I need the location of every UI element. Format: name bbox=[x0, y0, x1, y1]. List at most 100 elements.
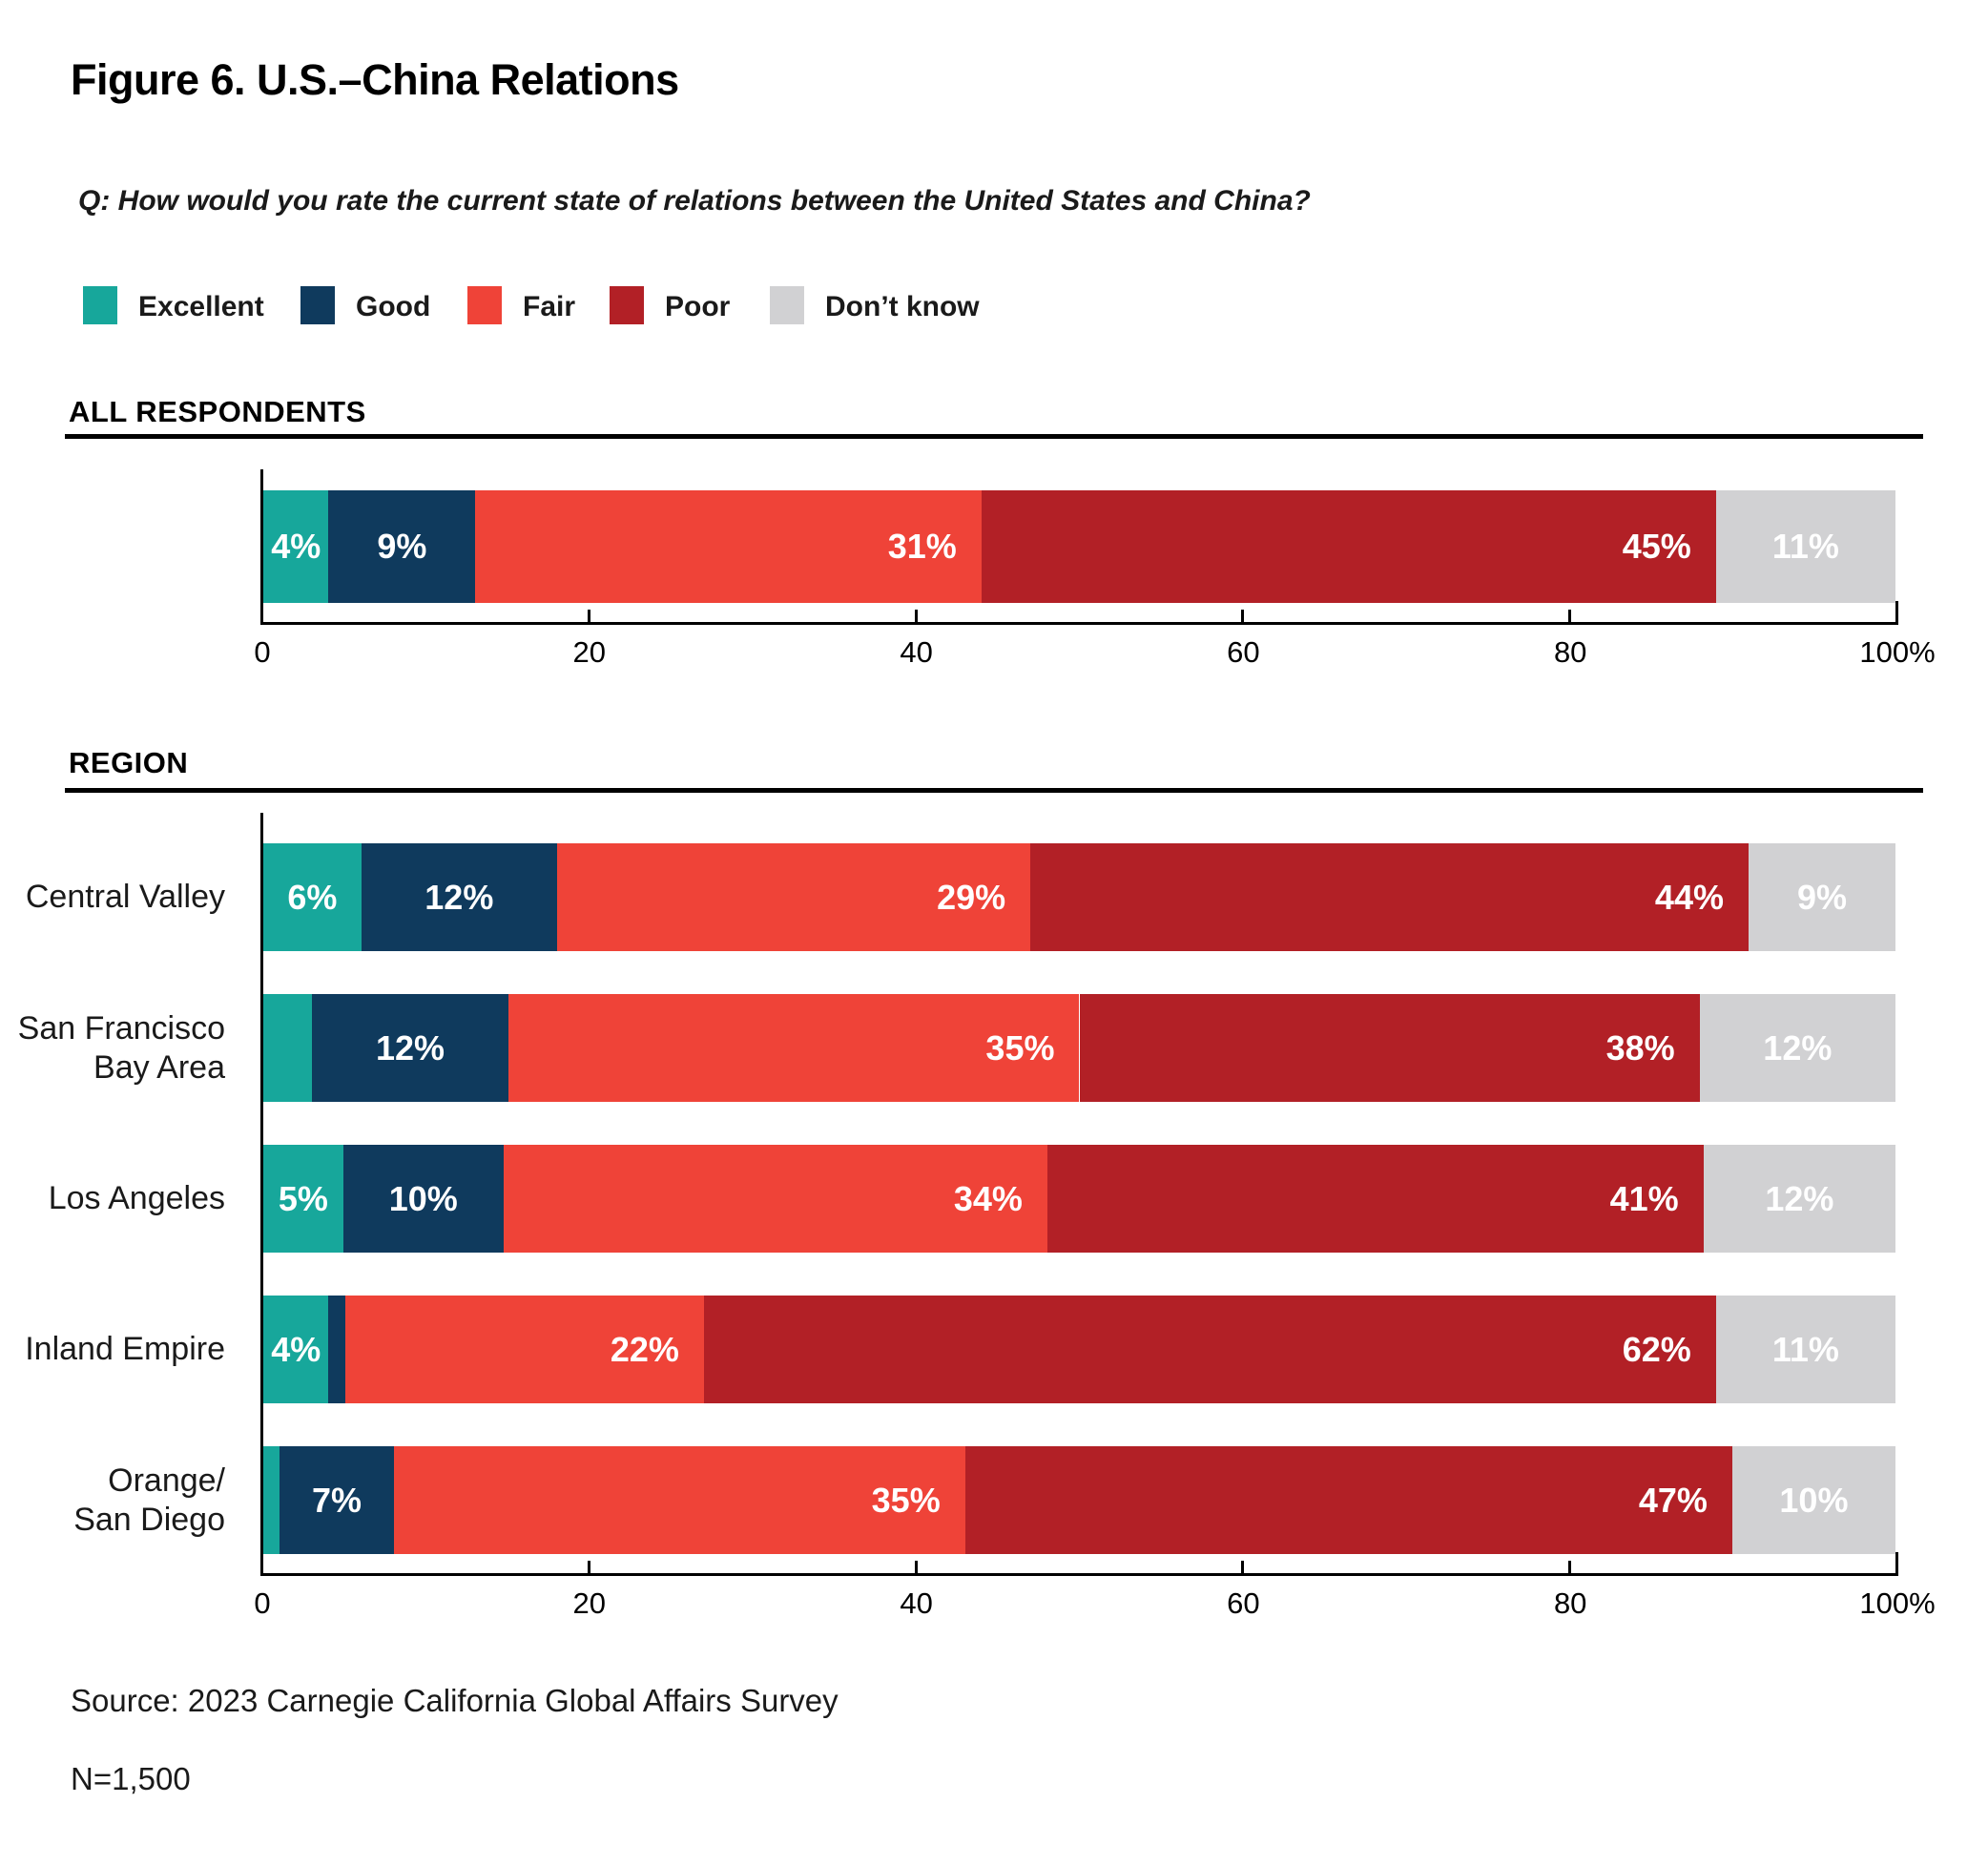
bar-segment-poor: 41% bbox=[1046, 1145, 1704, 1253]
x-axis-tick-60 bbox=[1241, 1561, 1245, 1573]
bar-segment-excellent: 4% bbox=[263, 490, 329, 603]
bar-segment-good: 7% bbox=[280, 1446, 394, 1554]
row-label-san-francisco-bay-area: San Francisco Bay Area bbox=[17, 1009, 225, 1086]
x-axis-tick-label-40: 40 bbox=[900, 635, 933, 669]
legend-label-poor: Poor bbox=[665, 291, 731, 322]
row-label-orange-san-diego: Orange/ San Diego bbox=[73, 1462, 225, 1538]
bar-value-label: 35% bbox=[985, 1027, 1055, 1068]
bar-segment-fair: 31% bbox=[475, 490, 982, 603]
bar-segment-fair: 35% bbox=[393, 1446, 965, 1554]
x-axis-line bbox=[260, 1573, 1898, 1576]
bar-value-label: 9% bbox=[377, 527, 427, 566]
row-label-los-angeles: Los Angeles bbox=[48, 1180, 225, 1217]
y-axis-line bbox=[260, 813, 263, 1576]
bar-value-label: 10% bbox=[388, 1178, 458, 1218]
bar-value-label: 45% bbox=[1622, 527, 1691, 566]
x-axis-tick-label-60: 60 bbox=[1227, 635, 1260, 669]
figure-title: Figure 6. U.S.–China Relations bbox=[71, 55, 679, 104]
bar-segment-excellent: 6% bbox=[263, 843, 362, 951]
bar-value-label: 44% bbox=[1654, 877, 1724, 917]
x-axis-tick-label-0: 0 bbox=[254, 635, 271, 669]
x-axis-tick-label-80: 80 bbox=[1553, 1586, 1587, 1620]
bar-segment-fair: 34% bbox=[503, 1145, 1047, 1253]
legend-label-good: Good bbox=[356, 291, 431, 322]
section-rule-region bbox=[65, 788, 1923, 793]
bar-los-angeles: 5% 10% 34% 41% 12% bbox=[263, 1145, 1895, 1253]
section-rule-all-respondents bbox=[65, 434, 1923, 439]
x-axis-tick-80 bbox=[1568, 1561, 1572, 1573]
section-header-all-respondents: ALL RESPONDENTS bbox=[69, 395, 366, 428]
bar-segment-poor: 62% bbox=[703, 1296, 1716, 1403]
x-axis-tick-label-100: 100% bbox=[1859, 1586, 1936, 1620]
bar-value-label: 12% bbox=[375, 1027, 445, 1068]
bar-segment-don-t-know: 9% bbox=[1749, 843, 1895, 951]
legend-swatch-good bbox=[300, 286, 335, 324]
bar-value-label: 29% bbox=[937, 877, 1006, 917]
bar-segment-good: 12% bbox=[361, 843, 557, 951]
x-axis-tick-100 bbox=[1895, 1552, 1898, 1573]
bar-orange-san-diego: 7% 35% 47% 10% bbox=[263, 1446, 1895, 1554]
bar-segment-excellent: 4% bbox=[263, 1296, 329, 1403]
x-axis-tick-label-60: 60 bbox=[1227, 1586, 1260, 1620]
row-label-inland-empire: Inland Empire bbox=[25, 1331, 225, 1368]
bar-segment-poor: 45% bbox=[981, 490, 1716, 603]
bar-segment-good bbox=[328, 1296, 345, 1403]
x-axis-tick-label-20: 20 bbox=[572, 635, 607, 669]
bar-value-label: 12% bbox=[1763, 1027, 1833, 1068]
bar-value-label: 12% bbox=[1765, 1178, 1834, 1218]
bar-segment-don-t-know: 12% bbox=[1703, 1145, 1895, 1253]
bar-segment-fair: 35% bbox=[507, 994, 1080, 1102]
bar-value-label: 62% bbox=[1622, 1329, 1691, 1369]
bar-value-label: 47% bbox=[1638, 1480, 1708, 1520]
bar-value-label: 9% bbox=[1796, 877, 1847, 917]
source-note: Source: 2023 Carnegie California Global … bbox=[71, 1683, 839, 1718]
bar-value-label: 6% bbox=[287, 877, 338, 917]
bar-value-label: 31% bbox=[887, 527, 957, 566]
y-axis-line bbox=[260, 469, 263, 625]
bar-segment-don-t-know: 10% bbox=[1731, 1446, 1895, 1554]
bar-value-label: 11% bbox=[1771, 1329, 1839, 1369]
bar-segment-excellent: 5% bbox=[263, 1145, 343, 1253]
x-axis-tick-80 bbox=[1568, 610, 1572, 622]
bar-segment-poor: 47% bbox=[964, 1446, 1732, 1554]
x-axis-tick-label-100: 100% bbox=[1859, 635, 1936, 669]
x-axis-tick-100 bbox=[1895, 601, 1898, 622]
bar-value-label: 4% bbox=[271, 527, 321, 566]
bar-san-francisco-bay-area: 12% 35% 38% 12% bbox=[263, 994, 1895, 1102]
x-axis-tick-40 bbox=[914, 610, 918, 622]
bar-value-label: 7% bbox=[311, 1480, 362, 1520]
bar-value-label: 4% bbox=[271, 1329, 321, 1369]
row-label-central-valley: Central Valley bbox=[25, 879, 225, 916]
x-axis-tick-label-40: 40 bbox=[900, 1586, 933, 1620]
bar-all-respondents: 4% 9% 31% 45% 11% bbox=[263, 490, 1895, 603]
legend-label-don-t-know: Don’t know bbox=[825, 291, 980, 322]
legend-label-excellent: Excellent bbox=[138, 291, 264, 322]
sample-size-note: N=1,500 bbox=[71, 1761, 191, 1796]
bar-value-label: 38% bbox=[1605, 1027, 1675, 1068]
x-axis-tick-label-80: 80 bbox=[1553, 635, 1587, 669]
survey-question: Q: How would you rate the current state … bbox=[78, 185, 1311, 217]
bar-segment-poor: 44% bbox=[1030, 843, 1749, 951]
bar-segment-fair: 22% bbox=[344, 1296, 704, 1403]
bar-segment-don-t-know: 11% bbox=[1715, 490, 1895, 603]
bar-value-label: 22% bbox=[610, 1329, 679, 1369]
bar-value-label: 34% bbox=[953, 1178, 1023, 1218]
legend-swatch-poor bbox=[610, 286, 644, 324]
x-axis-tick-label-20: 20 bbox=[572, 1586, 607, 1620]
bar-inland-empire: 4% 22% 62% 11% bbox=[263, 1296, 1895, 1403]
bar-value-label: 41% bbox=[1609, 1178, 1679, 1218]
x-axis-line bbox=[260, 622, 1898, 625]
x-axis-tick-label-0: 0 bbox=[254, 1586, 271, 1620]
x-axis-tick-20 bbox=[587, 1561, 590, 1573]
bar-segment-good: 12% bbox=[312, 994, 508, 1102]
section-header-region: REGION bbox=[69, 746, 189, 779]
bar-central-valley: 6% 12% 29% 44% 9% bbox=[263, 843, 1895, 951]
legend-swatch-excellent bbox=[83, 286, 117, 324]
x-axis-tick-20 bbox=[587, 610, 590, 622]
legend-swatch-don-t-know bbox=[770, 286, 804, 324]
bar-segment-excellent bbox=[263, 994, 313, 1102]
bar-segment-good: 9% bbox=[328, 490, 476, 603]
bar-value-label: 11% bbox=[1771, 527, 1839, 566]
bar-segment-excellent bbox=[263, 1446, 280, 1554]
bar-value-label: 35% bbox=[871, 1480, 941, 1520]
